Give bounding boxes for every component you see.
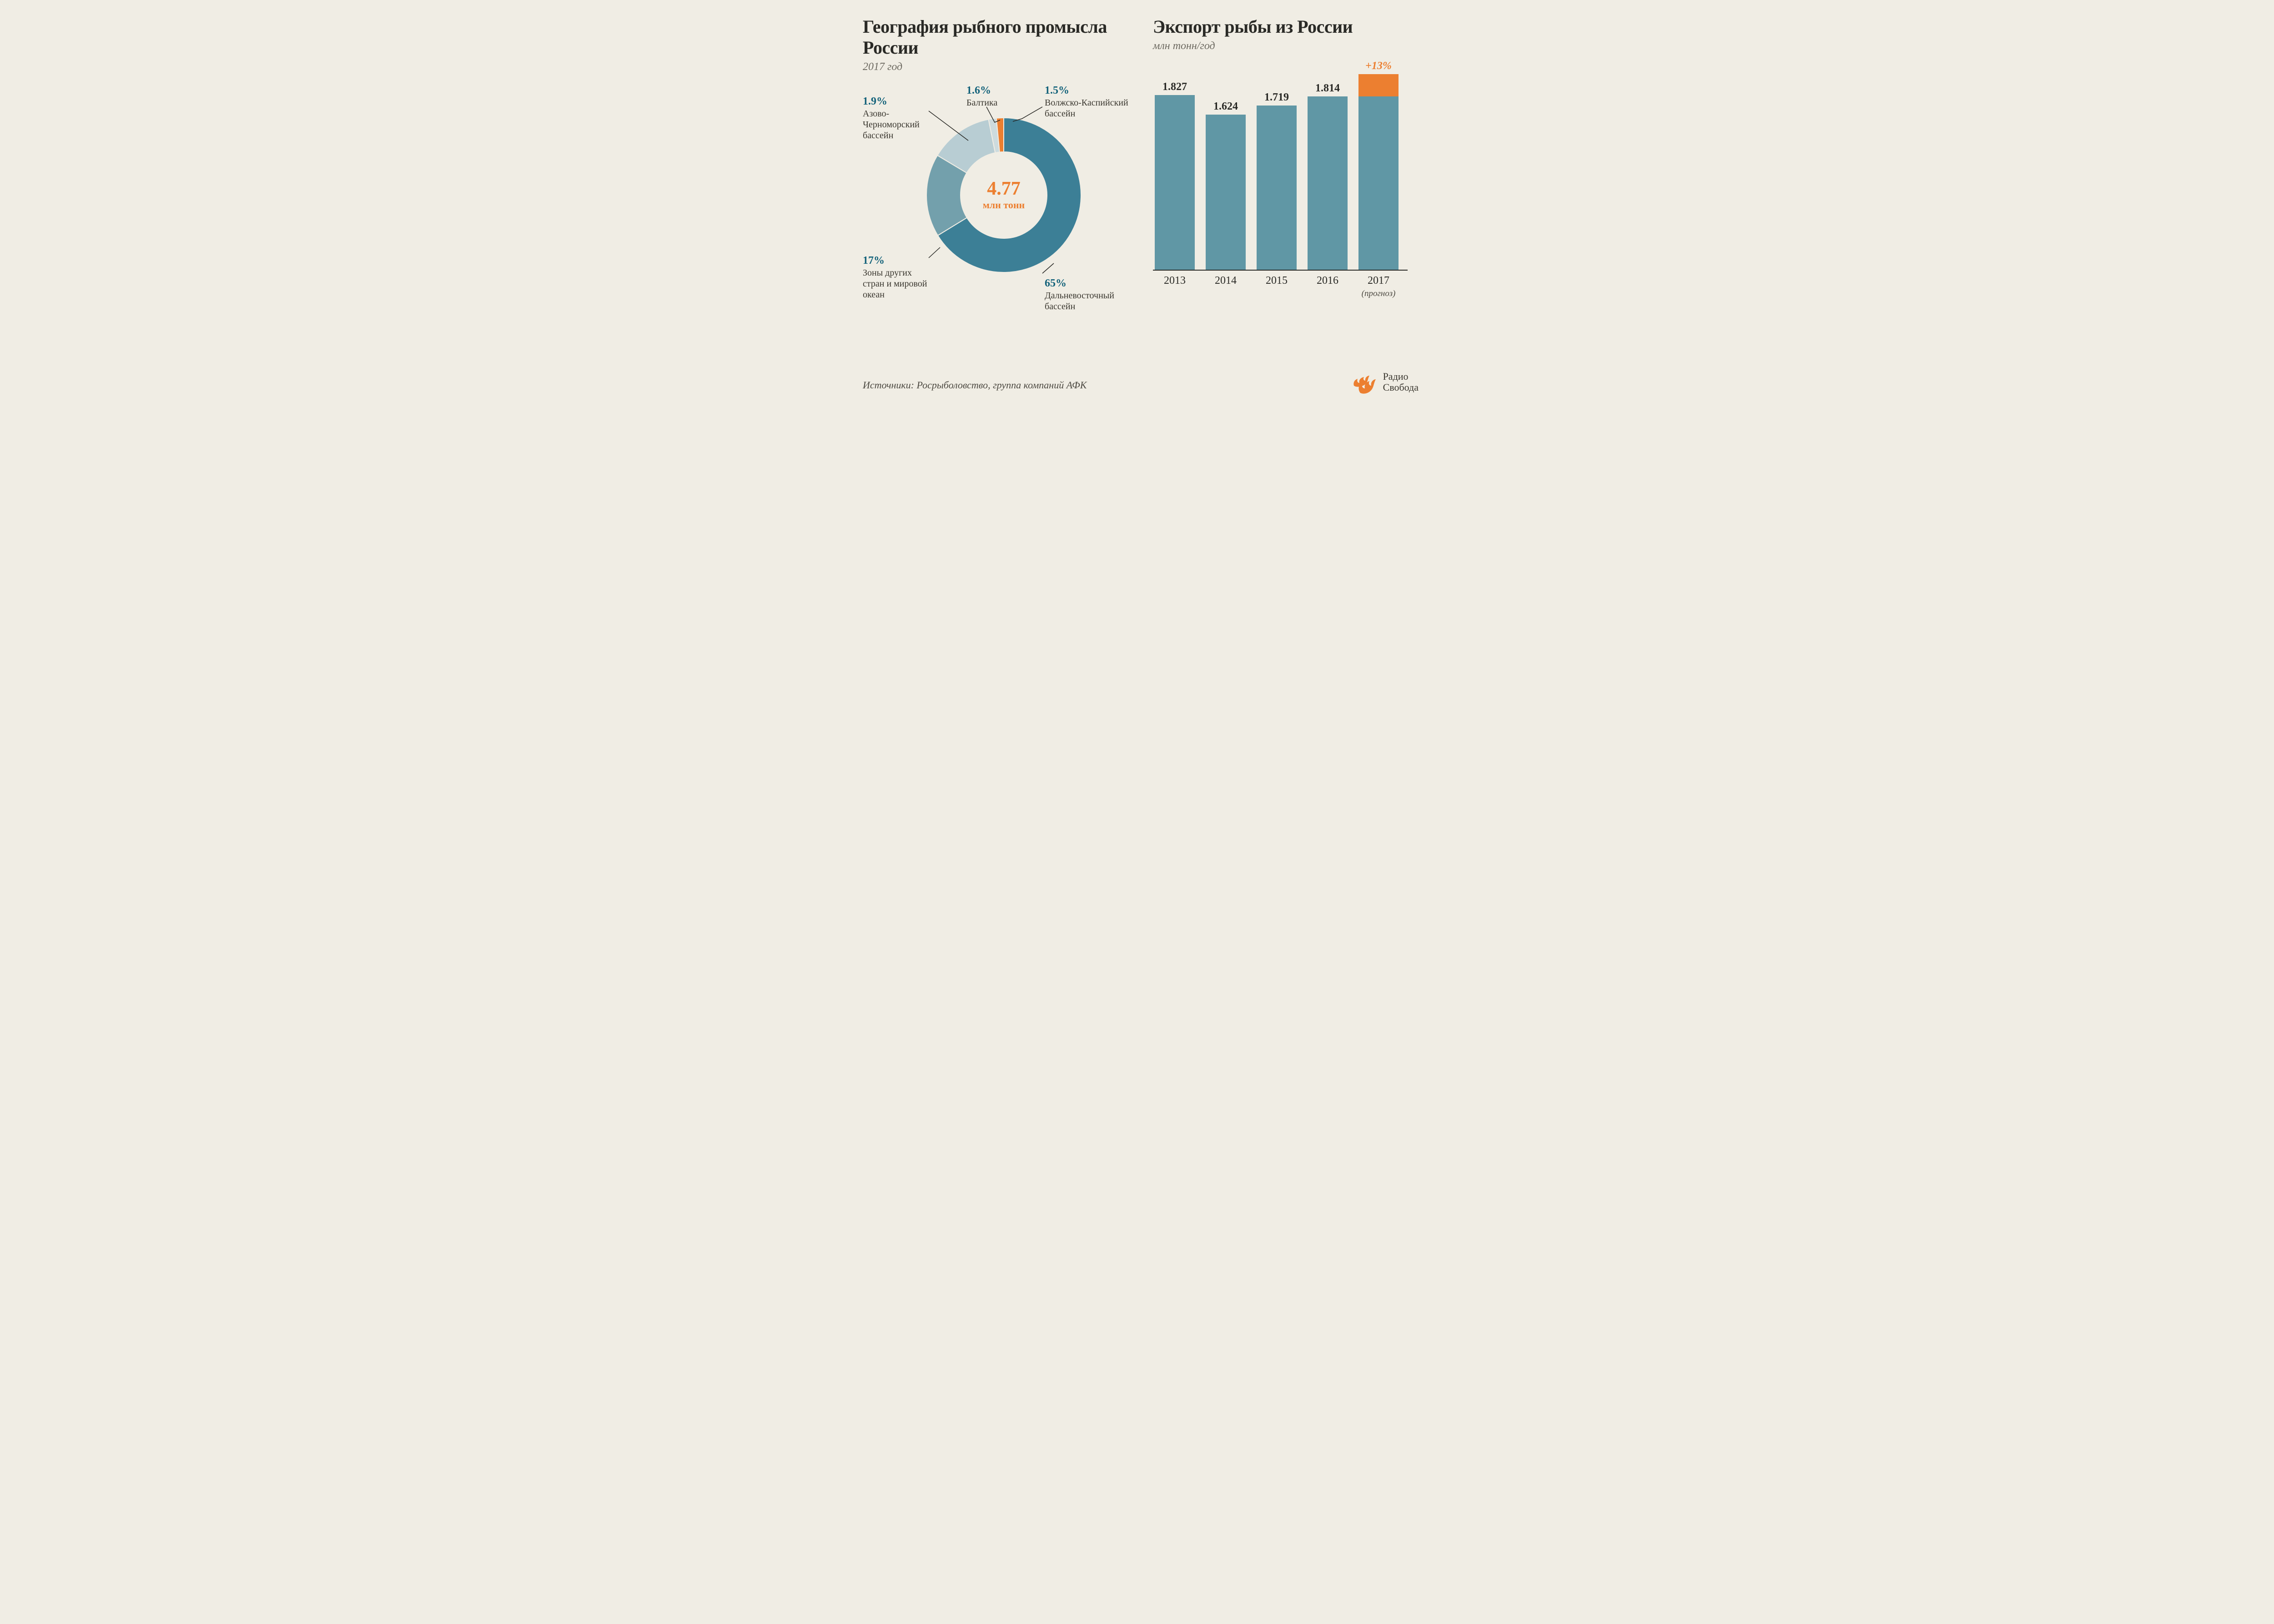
subtitle-geography: 2017 год [863, 61, 1136, 73]
bar-2015 [1257, 79, 1297, 270]
donut-name-far_east: Дальневосточный бассейн [1045, 290, 1114, 312]
bar-value-2016: 1.814 [1303, 82, 1353, 95]
donut-pct-volga_casp: 1.5% [1045, 84, 1136, 97]
panel-geography: География рыбного промысла России 2017 г… [863, 16, 1136, 332]
donut-name-volga_casp: Волжско-Каспийский бассейн [1045, 97, 1136, 119]
donut-label-azov_bs: 1.9%Азово-Черноморский бассейн [863, 95, 940, 141]
bar-main-2014 [1206, 115, 1246, 270]
brand-text: Радио Свобода [1383, 371, 1419, 393]
bar-main-2017 [1358, 96, 1399, 270]
donut-chart: 4.77 млн тонн 65%Дальневосточный бассейн… [863, 95, 1136, 332]
donut-pct-baltic: 1.6% [966, 84, 997, 97]
bar-year-2015: 2015 [1252, 275, 1302, 287]
donut-label-far_east: 65%Дальневосточный бассейн [1045, 277, 1114, 312]
panel-export: Экспорт рыбы из России млн тонн/год 1.82… [1153, 16, 1421, 312]
bar-year-2013: 2013 [1150, 275, 1200, 287]
donut-name-world: Зоны других стран и мировой океан [863, 267, 931, 300]
donut-label-volga_casp: 1.5%Волжско-Каспийский бассейн [1045, 84, 1136, 119]
source-line: Источники: Росрыболовство, группа компан… [863, 379, 1087, 391]
bar-year-2017: 2017 [1353, 275, 1404, 287]
donut-label-baltic: 1.6%Балтика [966, 84, 997, 108]
donut-name-azov_bs: Азово-Черноморский бассейн [863, 108, 940, 141]
title-export: Экспорт рыбы из России [1153, 16, 1421, 37]
bar-2013 [1155, 79, 1195, 270]
bar-chart-area [1153, 80, 1408, 271]
bar-main-2016 [1308, 96, 1348, 270]
bar-note-2017: (прогноз) [1351, 289, 1406, 299]
brand: Радио Свобода [1351, 369, 1419, 395]
donut-pct-azov_bs: 1.9% [863, 95, 940, 108]
donut-pct-world: 17% [863, 254, 931, 267]
donut-name-baltic: Балтика [966, 97, 997, 108]
bar-2016 [1308, 79, 1348, 270]
bar-value-2014: 1.624 [1201, 101, 1251, 113]
bar-value-2013: 1.827 [1150, 81, 1200, 93]
donut-label-world: 17%Зоны других стран и мировой океан [863, 254, 931, 300]
bar-chart: 1.82720131.62420141.71920151.8142016+13%… [1153, 66, 1408, 312]
bar-year-2016: 2016 [1303, 275, 1353, 287]
brand-line1: Радио [1383, 371, 1419, 382]
brand-line2: Свобода [1383, 382, 1419, 393]
title-geography: География рыбного промысла России [863, 16, 1136, 58]
bar-2017 [1358, 79, 1399, 270]
bar-extra-label-2017: +13% [1353, 60, 1404, 72]
brand-flame-icon [1351, 369, 1377, 395]
donut-pct-far_east: 65% [1045, 277, 1114, 290]
bar-extra-2017 [1358, 74, 1399, 97]
bar-value-2015: 1.719 [1252, 91, 1302, 104]
bar-main-2013 [1155, 95, 1195, 270]
bar-year-2014: 2014 [1201, 275, 1251, 287]
subtitle-export: млн тонн/год [1153, 40, 1421, 52]
bar-main-2015 [1257, 106, 1297, 270]
donut-svg [926, 118, 1081, 272]
